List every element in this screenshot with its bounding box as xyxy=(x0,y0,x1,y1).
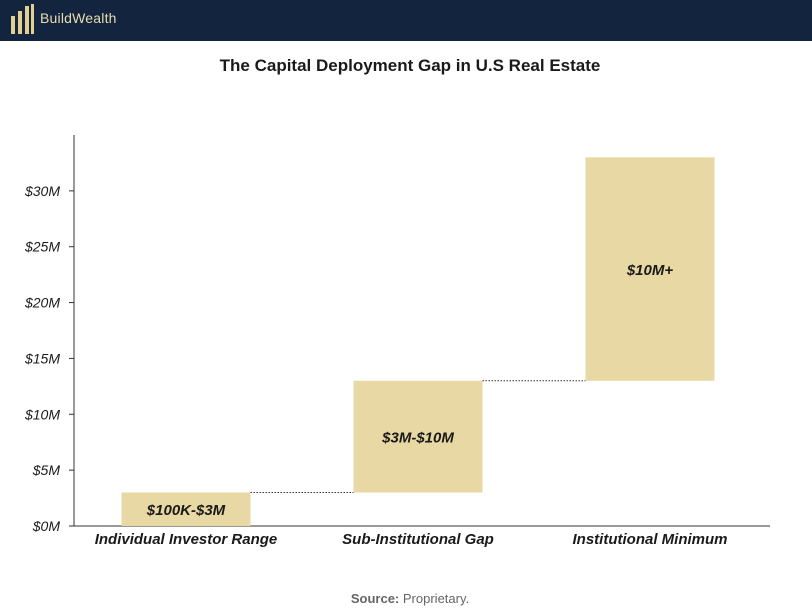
source-label: Source: xyxy=(350,591,400,606)
source-text: Proprietary. xyxy=(402,591,470,606)
bar-data-label: $10M+ xyxy=(626,262,674,279)
bar-data-label: $100K-$3M xyxy=(146,502,226,519)
y-tick-label: $0M xyxy=(32,518,61,534)
y-tick-label: $20M xyxy=(24,295,60,311)
building-bars-logo-icon xyxy=(11,4,34,34)
y-tick-label: $25M xyxy=(24,239,60,255)
bar xyxy=(353,380,483,493)
y-tick-label: $5M xyxy=(32,462,61,478)
x-tick-label: Sub-Institutional Gap xyxy=(342,531,494,548)
chart-title: The Capital Deployment Gap in U.S Real E… xyxy=(219,56,601,75)
header-bar: BuildWealth xyxy=(0,0,812,41)
bar xyxy=(585,157,715,381)
bar-data-label: $3M-$10M xyxy=(381,430,454,447)
source-note: Source: Proprietary. xyxy=(0,591,812,606)
bar xyxy=(121,492,251,526)
y-tick-label: $10M xyxy=(24,406,60,422)
brand-name: BuildWealth xyxy=(40,10,117,26)
y-tick-label: $15M xyxy=(24,350,60,366)
x-tick-label: Individual Investor Range xyxy=(95,531,278,548)
x-tick-label: Institutional Minimum xyxy=(573,531,728,548)
y-tick-label: $30M xyxy=(24,183,60,199)
